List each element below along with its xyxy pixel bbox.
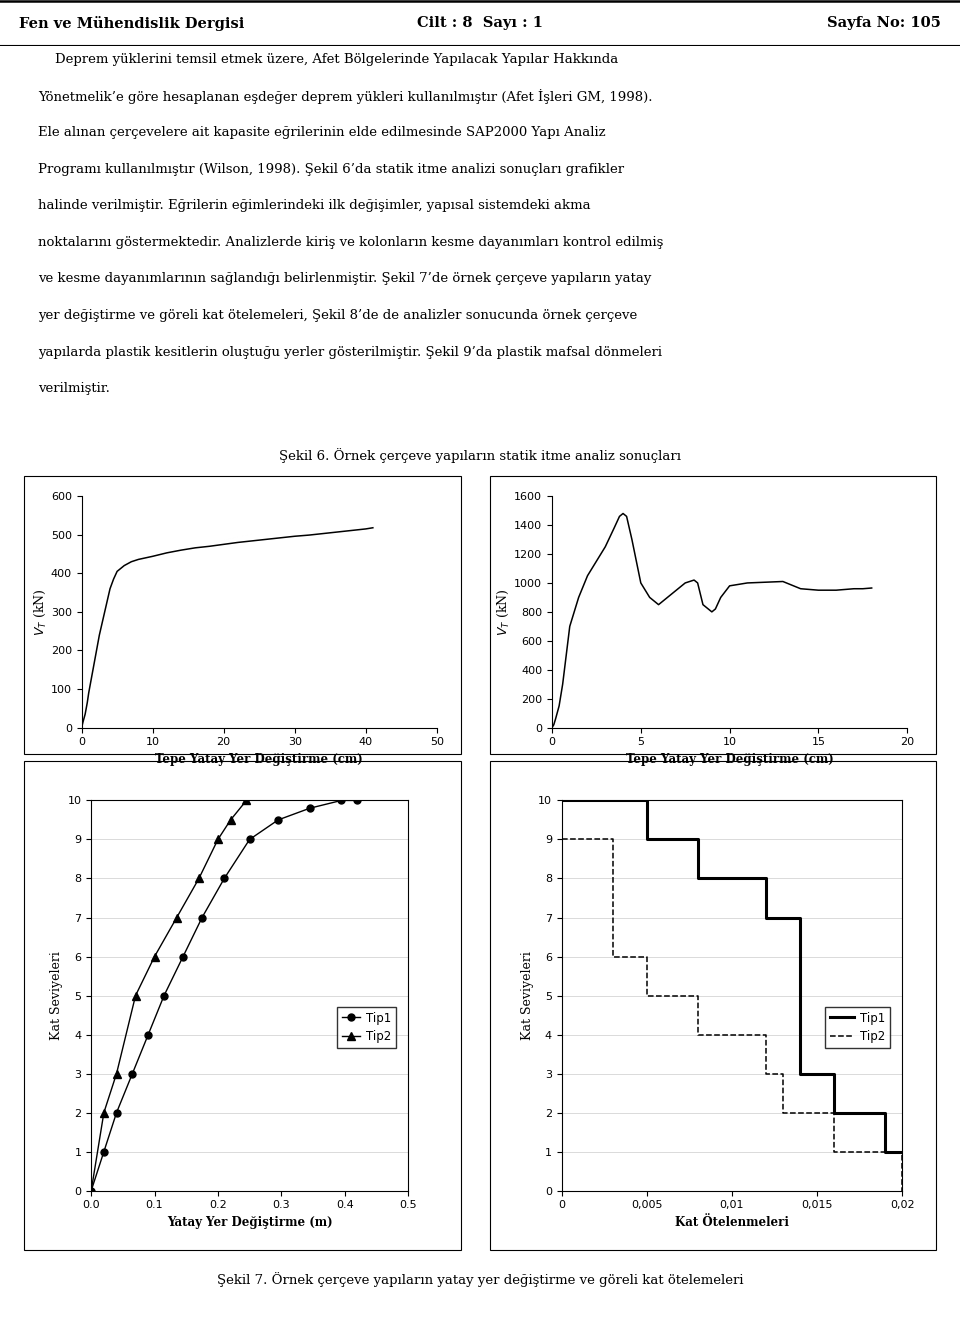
Text: yer değiştirme ve göreli kat ötelemeleri, Şekil 8’de de analizler sonucunda örne: yer değiştirme ve göreli kat ötelemeleri… bbox=[38, 310, 637, 321]
Tip2 bbox=[897, 1183, 908, 1199]
Tip2 bbox=[709, 1027, 721, 1043]
Tip1 bbox=[828, 1105, 840, 1121]
Tip1 bbox=[760, 910, 772, 926]
Tip2 bbox=[641, 987, 653, 1003]
Text: Fen ve Mühendislik Dergisi: Fen ve Mühendislik Dergisi bbox=[19, 16, 245, 30]
Tip1 bbox=[692, 871, 704, 886]
Tip1 bbox=[607, 792, 618, 808]
Tip2 bbox=[794, 1105, 805, 1121]
Tip1 bbox=[897, 1143, 908, 1159]
Tip2 bbox=[743, 1027, 755, 1043]
Tip2 bbox=[212, 831, 224, 847]
Tip2 bbox=[556, 831, 567, 847]
Tip2 bbox=[98, 1105, 109, 1121]
Tip1 bbox=[589, 792, 601, 808]
Text: yapılarda plastik kesitlerin oluştuğu yerler gösterilmiştir. Şekil 9’da plastik : yapılarda plastik kesitlerin oluştuğu ye… bbox=[38, 345, 662, 359]
Line: Tip1: Tip1 bbox=[87, 796, 361, 1195]
Tip1 bbox=[197, 910, 208, 926]
Tip1 bbox=[304, 800, 316, 816]
Text: Yönetmelik’e göre hesaplanan eşdeğer deprem yükleri kullanılmıştır (Afet İşleri : Yönetmelik’e göre hesaplanan eşdeğer dep… bbox=[38, 90, 653, 105]
Tip2 bbox=[675, 987, 686, 1003]
Tip2 bbox=[130, 987, 141, 1003]
Tip1 bbox=[726, 871, 737, 886]
Text: halinde verilmiştir. Eğrilerin eğimlerindeki ilk değişimler, yapısal sistemdeki : halinde verilmiştir. Eğrilerin eğimlerin… bbox=[38, 200, 591, 212]
Tip2 bbox=[241, 792, 252, 808]
Tip2 bbox=[658, 987, 669, 1003]
Tip2 bbox=[149, 949, 160, 964]
Tip1 bbox=[158, 987, 170, 1003]
Text: Şekil 6. Örnek çerçeve yapıların statik itme analiz sonuçları: Şekil 6. Örnek çerçeve yapıların statik … bbox=[279, 447, 681, 463]
X-axis label: Kat Ötelenmeleri: Kat Ötelenmeleri bbox=[675, 1216, 789, 1229]
Text: Deprem yüklerini temsil etmek üzere, Afet Bölgelerinde Yapılacak Yapılar Hakkınd: Deprem yüklerini temsil etmek üzere, Afe… bbox=[38, 53, 618, 66]
Tip2 bbox=[624, 949, 636, 964]
Tip1 bbox=[556, 792, 567, 808]
Text: Ele alınan çerçevelere ait kapasite eğrilerinin elde edilmesinde SAP2000 Yapı An: Ele alınan çerçevelere ait kapasite eğri… bbox=[38, 126, 606, 139]
Legend: Tip1, Tip2: Tip1, Tip2 bbox=[338, 1007, 396, 1048]
Y-axis label: Kat Seviyeleri: Kat Seviyeleri bbox=[50, 951, 63, 1040]
Text: Cilt : 8  Sayı : 1: Cilt : 8 Sayı : 1 bbox=[417, 16, 543, 30]
Tip2 bbox=[828, 1143, 840, 1159]
Tip1 bbox=[178, 949, 189, 964]
Text: Programı kullanılmıştır (Wilson, 1998). Şekil 6’da statik itme analizi sonuçları: Programı kullanılmıştır (Wilson, 1998). … bbox=[38, 163, 625, 176]
Tip1 bbox=[336, 792, 348, 808]
Tip1 bbox=[110, 1105, 122, 1121]
Tip1 bbox=[98, 1143, 109, 1159]
Text: Şekil 7. Örnek çerçeve yapıların yatay yer değiştirme ve göreli kat ötelemeleri: Şekil 7. Örnek çerçeve yapıların yatay y… bbox=[217, 1273, 743, 1287]
Tip2 bbox=[607, 949, 618, 964]
Tip2 bbox=[692, 1027, 704, 1043]
Tip2 bbox=[225, 812, 236, 828]
Tip2 bbox=[193, 871, 204, 886]
Tip1 bbox=[273, 812, 284, 828]
Tip2 bbox=[573, 831, 585, 847]
Tip2 bbox=[846, 1143, 857, 1159]
Tip2 bbox=[760, 1066, 772, 1082]
Tip1 bbox=[658, 831, 669, 847]
Tip1 bbox=[743, 871, 755, 886]
Tip2 bbox=[589, 831, 601, 847]
Tip1 bbox=[127, 1066, 138, 1082]
Tip1 bbox=[573, 792, 585, 808]
Tip2 bbox=[85, 1183, 97, 1199]
Tip2 bbox=[110, 1066, 122, 1082]
Tip1 bbox=[811, 1066, 823, 1082]
Tip1 bbox=[244, 831, 255, 847]
Tip2 bbox=[726, 1027, 737, 1043]
Y-axis label: $V_T$ (kN): $V_T$ (kN) bbox=[33, 589, 48, 635]
Line: Tip1: Tip1 bbox=[562, 800, 902, 1151]
X-axis label: Yatay Yer Değiştirme (m): Yatay Yer Değiştirme (m) bbox=[167, 1216, 332, 1229]
Tip1 bbox=[351, 792, 363, 808]
Text: verilmiştir.: verilmiştir. bbox=[38, 382, 110, 396]
X-axis label: Tepe Yatay Yer Değiştirme (cm): Tepe Yatay Yer Değiştirme (cm) bbox=[156, 753, 363, 766]
Tip2 bbox=[879, 1143, 891, 1159]
Text: Sayfa No: 105: Sayfa No: 105 bbox=[827, 16, 941, 30]
Tip1 bbox=[778, 910, 789, 926]
Y-axis label: Kat Seviyeleri: Kat Seviyeleri bbox=[520, 951, 534, 1040]
Text: noktalarını göstermektedir. Analizlerde kiriş ve kolonların kesme dayanımları ko: noktalarını göstermektedir. Analizlerde … bbox=[38, 235, 663, 249]
Line: Tip2: Tip2 bbox=[87, 796, 251, 1195]
Text: ve kesme dayanımlarının sağlandığı belirlenmiştir. Şekil 7’de örnek çerçeve yapı: ve kesme dayanımlarının sağlandığı belir… bbox=[38, 273, 652, 286]
Tip1 bbox=[862, 1105, 874, 1121]
Tip1 bbox=[879, 1143, 891, 1159]
Tip2 bbox=[862, 1143, 874, 1159]
Tip1 bbox=[846, 1105, 857, 1121]
Line: Tip2: Tip2 bbox=[562, 839, 902, 1191]
Tip1 bbox=[624, 792, 636, 808]
Tip1 bbox=[675, 831, 686, 847]
Tip1 bbox=[142, 1027, 154, 1043]
Tip2 bbox=[171, 910, 182, 926]
Tip2 bbox=[778, 1105, 789, 1121]
Legend: Tip1, Tip2: Tip1, Tip2 bbox=[826, 1007, 890, 1048]
Tip2 bbox=[811, 1105, 823, 1121]
Y-axis label: $V_T$ (kN): $V_T$ (kN) bbox=[496, 589, 512, 635]
Tip1 bbox=[641, 831, 653, 847]
Tip1 bbox=[709, 871, 721, 886]
X-axis label: Tepe Yatay Yer Değiştirme (cm): Tepe Yatay Yer Değiştirme (cm) bbox=[626, 753, 833, 766]
Tip1 bbox=[219, 871, 230, 886]
Tip1 bbox=[85, 1183, 97, 1199]
Tip1 bbox=[794, 1066, 805, 1082]
